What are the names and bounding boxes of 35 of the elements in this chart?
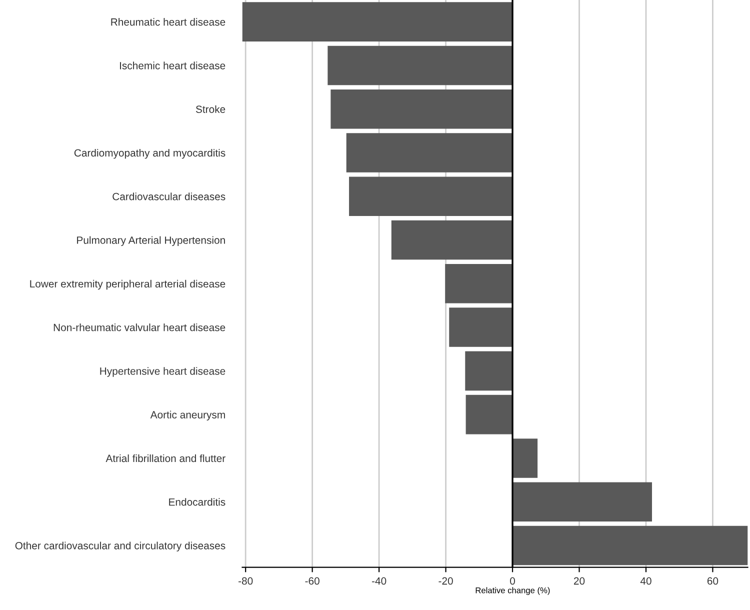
y-tick-label: Ischemic heart disease — [120, 62, 226, 70]
x-axis-title: Relative change (%) — [476, 587, 550, 595]
bar — [512, 482, 652, 522]
y-tick-label: Rheumatic heart disease — [111, 18, 226, 26]
y-tick-label: Endocarditis — [169, 498, 226, 506]
bar — [330, 89, 513, 129]
x-tick-label: -40 — [372, 577, 386, 585]
y-tick-label: Cardiovascular diseases — [112, 192, 226, 200]
bar — [328, 46, 513, 86]
x-tick-label: 0 — [510, 577, 516, 585]
y-tick-label: Non-rheumatic valvular heart disease — [54, 324, 226, 332]
x-tick-label: 60 — [707, 577, 718, 585]
bar — [445, 264, 513, 304]
bar — [391, 220, 513, 260]
y-tick-label: Hypertensive heart disease — [100, 367, 226, 377]
bar — [466, 394, 513, 434]
bar — [449, 308, 513, 347]
bar — [465, 351, 513, 391]
y-tick-label: Aortic aneurysm — [150, 410, 225, 420]
x-tick-label: 40 — [640, 577, 652, 585]
y-tick-label: Atrial fibrillation and flutter — [106, 454, 226, 462]
y-tick-label: Cardiomyopathy and myocarditis — [74, 148, 226, 159]
x-tick-label: -60 — [305, 577, 320, 585]
y-tick-label: Lower extremity peripheral arterial disease — [30, 280, 226, 290]
y-tick-label: Stroke — [196, 105, 226, 113]
bar — [242, 2, 513, 42]
x-tick-label: 20 — [574, 577, 585, 585]
y-tick-label: Other cardiovascular and circulatory diseases — [15, 542, 226, 552]
bar — [512, 526, 748, 566]
y-tick-label: Pulmonary Arterial Hypertension — [77, 236, 225, 246]
x-tick-label: -80 — [238, 577, 253, 585]
bar — [512, 438, 538, 478]
x-tick-label: -20 — [438, 577, 453, 585]
bar — [349, 176, 513, 216]
bar — [346, 133, 513, 172]
